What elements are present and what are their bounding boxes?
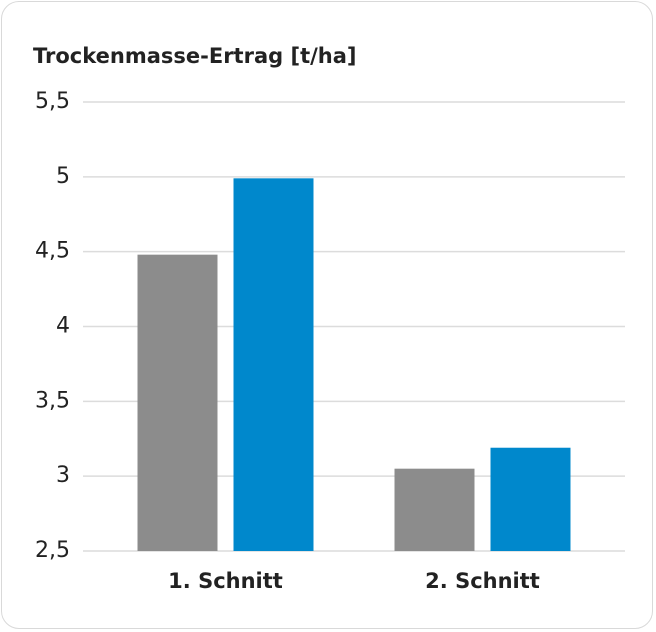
y-tick-label: 3 (56, 463, 70, 488)
y-tick-label: 3,5 (35, 388, 70, 413)
chart-title: Trockenmasse-Ertrag [t/ha] (33, 44, 357, 68)
x-tick-label: 1. Schnitt (168, 569, 283, 593)
y-tick-label: 4,5 (35, 239, 70, 264)
bar (394, 468, 475, 551)
bar (137, 254, 218, 551)
y-tick-label: 5 (56, 164, 70, 189)
y-tick-label: 5,5 (35, 89, 70, 114)
bar (490, 447, 571, 551)
bar (233, 178, 314, 551)
y-tick-label: 2,5 (35, 538, 70, 563)
x-tick-label: 2. Schnitt (425, 569, 540, 593)
y-tick-label: 4 (56, 314, 70, 339)
